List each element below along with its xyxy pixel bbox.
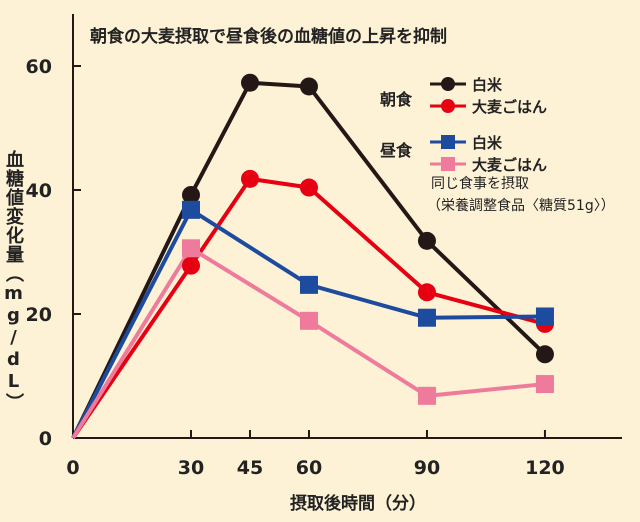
x-tick-label: 45: [237, 457, 263, 479]
legend-label: 白米: [472, 134, 503, 152]
chart-title: 朝食の大麦摂取で昼食後の血糖値の上昇を抑制: [90, 27, 447, 47]
legend-label: 大麦ごはん: [472, 156, 547, 174]
data-point: [535, 307, 554, 326]
x-tick-label: 120: [525, 457, 565, 479]
x-tick-label: 90: [414, 457, 440, 479]
legend-label: 白米: [472, 76, 503, 94]
annotation-line-1: 同じ食事を摂取: [431, 176, 529, 192]
data-point: [181, 256, 200, 275]
legend-group-label: 昼食: [379, 141, 413, 160]
series-line: [71, 80, 547, 439]
data-point: [417, 386, 436, 405]
data-point: [181, 185, 200, 204]
data-point: [417, 308, 436, 327]
data-point: [299, 311, 318, 330]
data-point: [181, 239, 200, 258]
data-point: [535, 375, 554, 394]
data-point: [299, 77, 318, 96]
y-tick-label: 60: [26, 56, 52, 78]
annotation-line-2: （栄養調整食品〈糖質51g〉）: [427, 198, 615, 214]
legend-marker: [441, 77, 455, 91]
legend-group-label: 朝食: [380, 90, 413, 109]
y-tick-label: 20: [26, 304, 52, 326]
data-point: [240, 73, 259, 92]
y-axis-label: 血糖値変化量（mg/dL）: [3, 150, 24, 412]
data-point: [240, 169, 259, 188]
legend-marker: [441, 135, 455, 149]
legend-marker: [441, 99, 455, 113]
data-point: [181, 200, 200, 219]
legend-marker: [441, 157, 455, 171]
data-point: [299, 178, 318, 197]
x-tick-label: 0: [66, 457, 79, 479]
data-point: [417, 283, 436, 302]
series-line: [71, 176, 546, 440]
data-point: [299, 275, 318, 294]
x-tick-label: 30: [178, 457, 204, 479]
x-tick-label: 60: [296, 457, 322, 479]
data-point: [417, 231, 436, 250]
data-point: [535, 345, 554, 364]
y-tick-label: 40: [26, 180, 52, 202]
x-axis-label: 摂取後時間（分）: [290, 494, 426, 514]
y-tick-label: 0: [39, 428, 52, 450]
legend-label: 大麦ごはん: [472, 98, 547, 116]
